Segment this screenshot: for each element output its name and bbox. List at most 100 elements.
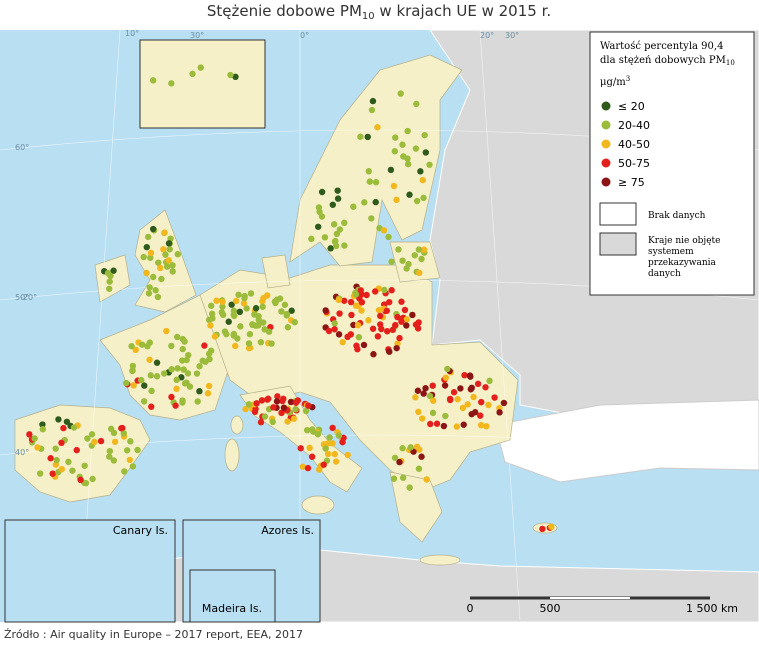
- station-dot: [218, 309, 226, 316]
- station-dot: [126, 456, 134, 464]
- station-dot: [140, 253, 147, 261]
- station-dot: [400, 153, 407, 160]
- station-dot: [341, 297, 348, 304]
- station-dot: [415, 465, 423, 472]
- station-dot: [149, 77, 157, 84]
- scale-bar: 0 500 1 500 km: [467, 596, 738, 615]
- station-dot: [235, 291, 242, 298]
- station-dot: [284, 324, 292, 331]
- station-dot: [422, 385, 429, 392]
- legend-heading-text: dla stężeń dobowych PM: [600, 55, 726, 66]
- station-dot: [280, 404, 288, 411]
- station-dot: [173, 333, 181, 341]
- station-dot: [144, 233, 152, 241]
- station-dot: [422, 149, 430, 156]
- graticule-label: 60°: [15, 143, 29, 152]
- station-dot: [330, 221, 338, 228]
- unit-sup: 3: [626, 75, 630, 83]
- station-dot: [339, 338, 346, 346]
- station-dot: [396, 334, 403, 342]
- station-dot: [417, 168, 424, 175]
- station-dot: [207, 322, 214, 329]
- station-dot: [370, 351, 377, 358]
- station-dot: [375, 306, 383, 314]
- station-dot: [384, 328, 391, 335]
- graticule-label: 20°: [480, 31, 494, 40]
- station-dot: [118, 425, 125, 432]
- station-dot: [390, 475, 398, 482]
- station-dot: [261, 326, 268, 333]
- station-dot: [197, 64, 204, 71]
- station-dot: [341, 219, 348, 227]
- station-dot: [302, 407, 310, 415]
- station-dot: [183, 356, 190, 364]
- legend-dot: [601, 101, 611, 111]
- station-dot: [331, 320, 338, 327]
- station-dot: [169, 262, 176, 269]
- station-dot: [261, 413, 269, 420]
- station-dot: [196, 388, 203, 395]
- station-dot: [385, 233, 392, 241]
- station-dot: [358, 299, 366, 306]
- station-dot: [378, 325, 385, 333]
- station-dot: [168, 393, 175, 401]
- station-dot: [350, 203, 357, 210]
- station-dot: [58, 465, 65, 473]
- station-dot: [172, 402, 179, 409]
- station-dot: [368, 106, 376, 114]
- station-dot: [255, 316, 262, 324]
- station-dot: [146, 356, 153, 363]
- station-dot: [324, 440, 331, 447]
- station-dot: [539, 525, 546, 533]
- station-dot: [371, 288, 379, 295]
- legend-label: ≥ 75: [618, 176, 645, 189]
- graticule-label: 30°: [190, 31, 204, 40]
- station-dot: [106, 453, 113, 460]
- station-dot: [369, 325, 377, 332]
- station-dot: [134, 446, 141, 454]
- station-dot: [268, 340, 275, 347]
- station-dot: [413, 443, 421, 450]
- station-dot: [440, 422, 448, 430]
- station-dot: [180, 366, 187, 373]
- station-dot: [291, 318, 298, 326]
- station-dot: [219, 303, 226, 310]
- station-dot: [168, 342, 175, 350]
- station-dot: [179, 345, 186, 353]
- station-dot: [168, 80, 175, 87]
- station-dot: [363, 291, 370, 299]
- station-dot: [205, 382, 213, 390]
- station-dot: [168, 366, 175, 373]
- station-dot: [399, 445, 406, 452]
- station-dot: [419, 415, 426, 422]
- station-dot: [130, 382, 137, 389]
- station-dot: [466, 372, 474, 379]
- station-dot: [65, 458, 72, 466]
- station-dot: [344, 451, 351, 459]
- station-dot: [34, 444, 41, 451]
- station-dot: [324, 450, 332, 458]
- station-dot: [395, 246, 402, 253]
- station-dot: [335, 296, 342, 304]
- station-dot: [39, 426, 47, 433]
- station-dot: [412, 145, 420, 152]
- station-dot: [335, 331, 343, 338]
- station-dot: [173, 385, 180, 393]
- station-dot: [161, 229, 168, 236]
- legend-heading: Wartość percentyla 90,4: [600, 41, 723, 52]
- station-dot: [308, 453, 316, 460]
- station-dot: [386, 298, 393, 306]
- station-dot: [269, 418, 276, 426]
- station-dot: [404, 127, 411, 135]
- station-dot: [162, 251, 169, 258]
- station-dot: [129, 362, 137, 370]
- station-dot: [388, 287, 395, 294]
- station-dot: [457, 385, 464, 392]
- station-dot: [322, 307, 329, 314]
- station-dot: [358, 307, 365, 314]
- station-dot: [225, 318, 232, 325]
- station-dot: [442, 412, 449, 420]
- station-dot: [366, 178, 374, 185]
- station-dot: [478, 398, 485, 406]
- station-dot: [361, 199, 368, 206]
